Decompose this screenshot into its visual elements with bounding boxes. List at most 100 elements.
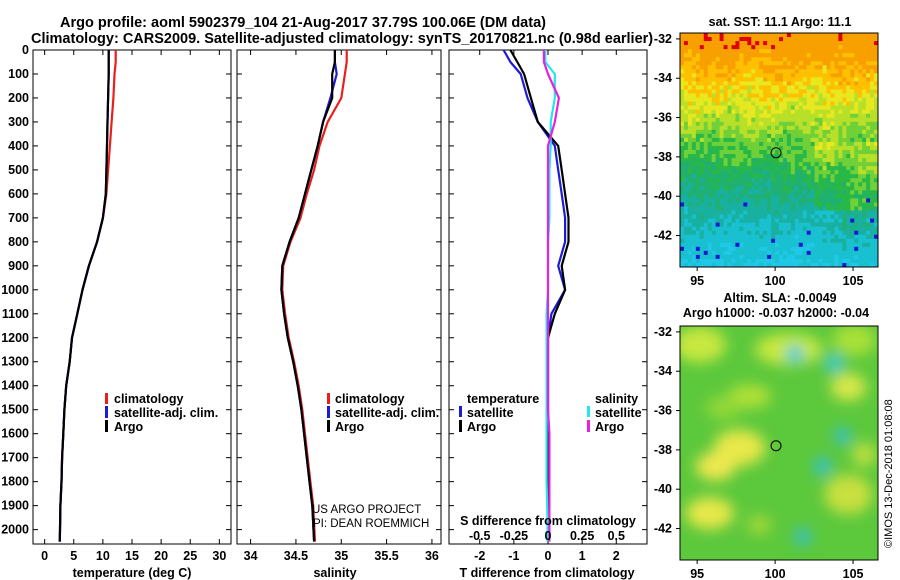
sst-cell bbox=[798, 53, 804, 58]
sst-cell bbox=[790, 81, 796, 86]
sst-cell bbox=[818, 214, 823, 219]
sst-cell bbox=[838, 178, 843, 183]
sst-cell bbox=[747, 105, 752, 111]
sst-cell bbox=[699, 230, 705, 236]
sst-cell bbox=[771, 178, 776, 183]
sst-cell bbox=[727, 178, 732, 183]
sst-cell bbox=[695, 93, 701, 98]
sst-cell bbox=[786, 242, 792, 248]
sst-cell bbox=[715, 69, 720, 74]
sst-cell bbox=[798, 33, 804, 38]
sst-cell bbox=[687, 234, 693, 240]
sst-cell bbox=[715, 150, 720, 155]
sst-cell bbox=[735, 198, 740, 203]
sst-cell bbox=[755, 166, 760, 171]
sst-cell bbox=[711, 158, 717, 163]
map-x-tick-label: 95 bbox=[690, 567, 704, 580]
sst-cell bbox=[782, 117, 788, 123]
sst-cell bbox=[826, 61, 831, 66]
sst-cell bbox=[814, 158, 819, 163]
sst-cell bbox=[767, 81, 772, 86]
sst-cell bbox=[838, 73, 843, 78]
sst-cell bbox=[775, 174, 780, 179]
sst-cell bbox=[743, 170, 748, 175]
sst-cell bbox=[743, 166, 748, 171]
sst-cell bbox=[715, 33, 720, 38]
sst-cell bbox=[794, 242, 800, 248]
sst-cell bbox=[751, 73, 756, 78]
sst-cell bbox=[775, 178, 780, 183]
sst-cell bbox=[711, 162, 717, 167]
sst-cell bbox=[699, 182, 705, 187]
sst-cell bbox=[703, 121, 709, 127]
sst-cell bbox=[755, 186, 760, 191]
sst-cell bbox=[775, 137, 780, 143]
sst-cell bbox=[802, 170, 808, 175]
sst-cell bbox=[759, 234, 764, 240]
sst-cell bbox=[715, 97, 720, 102]
sst-cell bbox=[786, 133, 792, 139]
sst-cell bbox=[691, 262, 697, 267]
sst-cell bbox=[790, 113, 796, 119]
sst-cell bbox=[727, 73, 732, 78]
sst-cell bbox=[870, 53, 875, 58]
sst-cell bbox=[680, 194, 685, 199]
sst-cell bbox=[822, 129, 827, 135]
sst-cell bbox=[695, 230, 701, 236]
sst-cell bbox=[771, 154, 776, 159]
sst-cell bbox=[782, 186, 788, 191]
sst-cell bbox=[759, 109, 764, 115]
sst-cell bbox=[814, 37, 819, 42]
sst-cell bbox=[794, 89, 800, 94]
sst-cell bbox=[870, 170, 875, 175]
sst-cell bbox=[767, 162, 772, 167]
sst-cell bbox=[683, 246, 689, 252]
sst-cell bbox=[814, 41, 819, 46]
sst-cell bbox=[826, 230, 831, 236]
sst-cell bbox=[858, 77, 863, 82]
sst-cell bbox=[814, 101, 819, 107]
sst-cell bbox=[763, 222, 768, 228]
sst-cell bbox=[790, 258, 796, 264]
sst-cell bbox=[707, 69, 713, 74]
sst-cell bbox=[751, 254, 756, 260]
sst-cell bbox=[834, 150, 839, 155]
sst-cell bbox=[870, 97, 875, 102]
sst-cell bbox=[822, 178, 827, 183]
sst-cell bbox=[775, 254, 780, 260]
sst-cell bbox=[806, 113, 812, 119]
sst-cell bbox=[735, 85, 740, 90]
sst-cell bbox=[779, 234, 784, 240]
sst-cell bbox=[767, 206, 772, 211]
sla-map-title: Altim. SLA: -0.0049 bbox=[723, 291, 836, 305]
sst-cell bbox=[858, 202, 863, 207]
sst-cell bbox=[822, 158, 827, 163]
sst-cell bbox=[739, 133, 744, 139]
sst-cell bbox=[866, 262, 871, 267]
sst-cell bbox=[779, 133, 784, 139]
sst-cell bbox=[719, 97, 724, 102]
sst-cell bbox=[715, 162, 720, 167]
sst-cell bbox=[727, 53, 732, 58]
sst-cell bbox=[719, 101, 724, 107]
sst-cell bbox=[810, 101, 816, 107]
sst-cell bbox=[687, 109, 693, 115]
sst-cell bbox=[771, 81, 776, 86]
sst-cell bbox=[751, 182, 756, 187]
sst-cell bbox=[743, 210, 748, 215]
sst-cell bbox=[719, 166, 724, 171]
sst-cell bbox=[767, 77, 772, 82]
sst-cell bbox=[834, 33, 839, 38]
sst-cell bbox=[695, 166, 701, 171]
sst-cell bbox=[691, 77, 697, 82]
sst-cell bbox=[771, 89, 776, 94]
sst-cell bbox=[691, 186, 697, 191]
sst-cell bbox=[810, 61, 816, 66]
sst-cell bbox=[834, 258, 839, 264]
sst-cell bbox=[822, 65, 827, 70]
sst-cell bbox=[767, 97, 772, 102]
sst-cell bbox=[703, 174, 709, 179]
sst-cell bbox=[846, 150, 851, 155]
sst-cell bbox=[779, 113, 784, 119]
sst-cell bbox=[862, 158, 867, 163]
